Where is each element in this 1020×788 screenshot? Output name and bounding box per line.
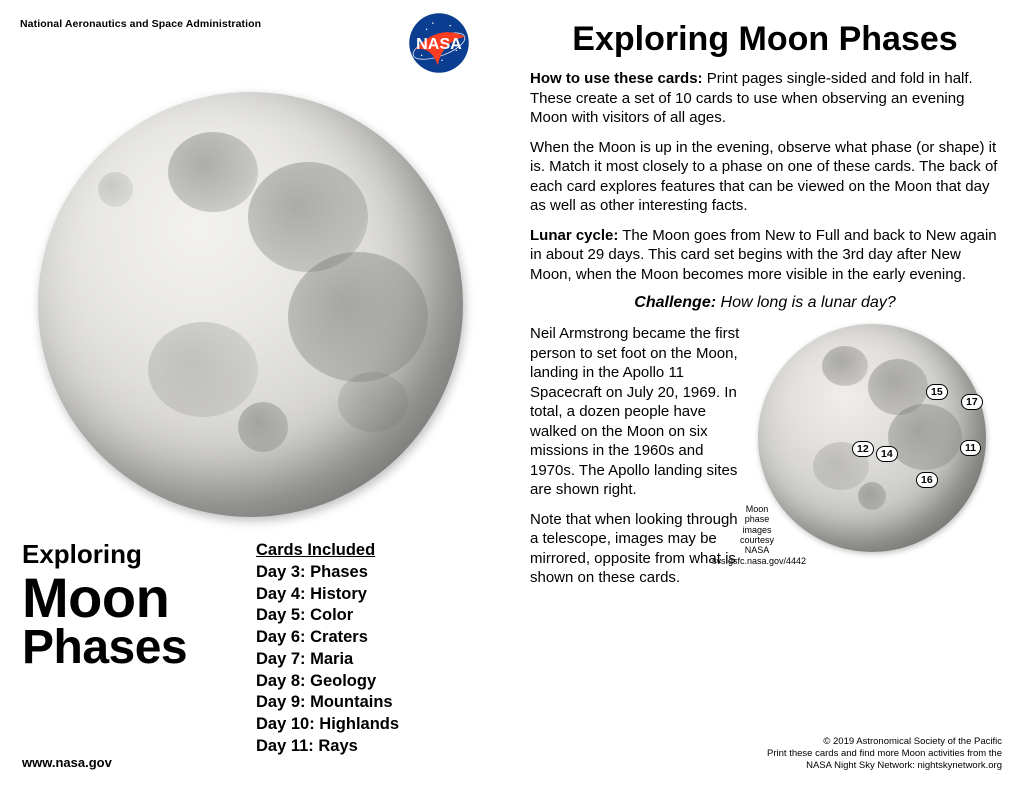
image-credit: Moon phase images courtesy NASA svs.gsfc…	[712, 504, 802, 566]
apollo-site-label: 15	[926, 384, 948, 400]
footer-credit: © 2019 Astronomical Society of the Pacif…	[742, 736, 1002, 772]
page-title: Exploring Moon Phases	[530, 20, 1000, 59]
svg-text:NASA: NASA	[416, 35, 462, 53]
title-line2: Moon	[22, 571, 252, 626]
how-to-paragraph: How to use these cards: Print pages sing…	[530, 69, 1000, 128]
card-item: Day 11: Rays	[256, 736, 456, 758]
card-item: Day 8: Geology	[256, 671, 456, 693]
observe-paragraph: When the Moon is up in the evening, obse…	[530, 138, 1000, 216]
title-line1: Exploring	[22, 540, 252, 569]
card-item: Day 5: Color	[256, 605, 456, 627]
apollo-site-label: 14	[876, 446, 898, 462]
card-item: Day 6: Craters	[256, 627, 456, 649]
apollo-site-label: 12	[852, 441, 874, 457]
card-item: Day 10: Highlands	[256, 714, 456, 736]
card-item: Day 9: Mountains	[256, 692, 456, 714]
telescope-note: Note that when looking through a telesco…	[530, 510, 740, 588]
apollo-site-label: 16	[916, 472, 938, 488]
cards-included-list: Cards Included Day 3: Phases Day 4: Hist…	[256, 540, 456, 758]
card-back: Exploring Moon Phases How to use these c…	[510, 0, 1020, 788]
apollo-site-label: 11	[960, 440, 981, 456]
cards-heading: Cards Included	[256, 540, 456, 562]
nasa-url: www.nasa.gov	[22, 755, 112, 770]
card-item: Day 3: Phases	[256, 562, 456, 584]
card-front: National Aeronautics and Space Administr…	[0, 0, 510, 788]
apollo-site-label: 17	[961, 394, 983, 410]
nasa-logo-icon: NASA	[408, 12, 470, 74]
agency-label: National Aeronautics and Space Administr…	[20, 18, 261, 30]
challenge-line: Challenge: How long is a lunar day?	[530, 294, 1000, 312]
lunar-cycle-paragraph: Lunar cycle: The Moon goes from New to F…	[530, 226, 1000, 285]
title-line3: Phases	[22, 625, 252, 671]
armstrong-paragraph: Neil Armstrong became the first person t…	[530, 324, 740, 500]
card-item: Day 4: History	[256, 584, 456, 606]
full-moon-large-image	[38, 92, 463, 517]
card-item: Day 7: Maria	[256, 649, 456, 671]
title-block: Exploring Moon Phases	[22, 540, 252, 758]
